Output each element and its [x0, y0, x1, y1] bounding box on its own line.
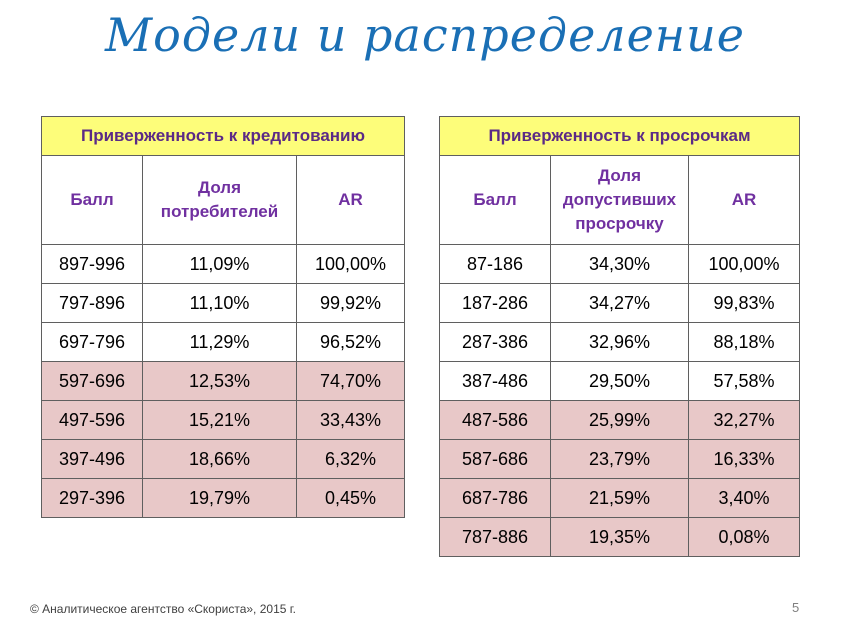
cell-share: 12,53% — [142, 361, 297, 401]
table-group-header: Приверженность к просрочкам — [439, 116, 800, 156]
column-header-share: Доля допустивших просрочку — [550, 155, 689, 245]
table-row: 597-696 12,53% 74,70% — [41, 361, 405, 401]
cell-score: 187-286 — [439, 283, 551, 323]
cell-ar: 32,27% — [688, 400, 800, 440]
column-header-ar: AR — [688, 155, 800, 245]
table-row: 87-186 34,30% 100,00% — [439, 244, 800, 284]
cell-score: 697-796 — [41, 322, 143, 362]
table-row: 687-786 21,59% 3,40% — [439, 478, 800, 518]
cell-ar: 3,40% — [688, 478, 800, 518]
cell-share: 34,30% — [550, 244, 689, 284]
cell-ar: 57,58% — [688, 361, 800, 401]
cell-ar: 16,33% — [688, 439, 800, 479]
cell-score: 387-486 — [439, 361, 551, 401]
cell-share: 11,10% — [142, 283, 297, 323]
table-row: 497-596 15,21% 33,43% — [41, 400, 405, 440]
delinquency-adherence-table: Приверженность к просрочкам Балл Доля до… — [439, 116, 800, 557]
table-row: 787-886 19,35% 0,08% — [439, 517, 800, 557]
cell-share: 34,27% — [550, 283, 689, 323]
table-row: 797-896 11,10% 99,92% — [41, 283, 405, 323]
cell-score: 897-996 — [41, 244, 143, 284]
cell-ar: 99,83% — [688, 283, 800, 323]
table-row: 897-996 11,09% 100,00% — [41, 244, 405, 284]
cell-score: 597-696 — [41, 361, 143, 401]
cell-score: 787-886 — [439, 517, 551, 557]
cell-share: 29,50% — [550, 361, 689, 401]
cell-score: 397-496 — [41, 439, 143, 479]
cell-share: 23,79% — [550, 439, 689, 479]
table-row: 387-486 29,50% 57,58% — [439, 361, 800, 401]
column-header-score: Балл — [439, 155, 551, 245]
page-number: 5 — [792, 600, 800, 615]
cell-ar: 33,43% — [296, 400, 405, 440]
cell-share: 25,99% — [550, 400, 689, 440]
cell-score: 287-386 — [439, 322, 551, 362]
cell-share: 19,79% — [142, 478, 297, 518]
column-header-ar: AR — [296, 155, 405, 245]
cell-share: 19,35% — [550, 517, 689, 557]
cell-share: 11,29% — [142, 322, 297, 362]
cell-score: 87-186 — [439, 244, 551, 284]
table-row: 297-396 19,79% 0,45% — [41, 478, 405, 518]
cell-ar: 0,08% — [688, 517, 800, 557]
column-header-score: Балл — [41, 155, 143, 245]
copyright-footer: © Аналитическое агентство «Скориста», 20… — [30, 602, 296, 616]
cell-ar: 100,00% — [296, 244, 405, 284]
cell-score: 297-396 — [41, 478, 143, 518]
column-header-share: Доля потребителей — [142, 155, 297, 245]
table-row: 287-386 32,96% 88,18% — [439, 322, 800, 362]
table-row: 487-586 25,99% 32,27% — [439, 400, 800, 440]
table-row: 187-286 34,27% 99,83% — [439, 283, 800, 323]
table-group-header: Приверженность к кредитованию — [41, 116, 405, 156]
cell-score: 687-786 — [439, 478, 551, 518]
cell-ar: 6,32% — [296, 439, 405, 479]
slide-title: Модели и распределение — [105, 8, 745, 62]
credit-adherence-table: Приверженность к кредитованию Балл Доля … — [41, 116, 405, 518]
cell-share: 32,96% — [550, 322, 689, 362]
cell-ar: 0,45% — [296, 478, 405, 518]
cell-share: 18,66% — [142, 439, 297, 479]
cell-ar: 100,00% — [688, 244, 800, 284]
cell-score: 797-896 — [41, 283, 143, 323]
table-row: 587-686 23,79% 16,33% — [439, 439, 800, 479]
cell-score: 587-686 — [439, 439, 551, 479]
cell-score: 497-596 — [41, 400, 143, 440]
cell-share: 11,09% — [142, 244, 297, 284]
cell-ar: 96,52% — [296, 322, 405, 362]
cell-ar: 88,18% — [688, 322, 800, 362]
table-row: 697-796 11,29% 96,52% — [41, 322, 405, 362]
cell-ar: 99,92% — [296, 283, 405, 323]
cell-share: 21,59% — [550, 478, 689, 518]
table-row: 397-496 18,66% 6,32% — [41, 439, 405, 479]
cell-score: 487-586 — [439, 400, 551, 440]
cell-share: 15,21% — [142, 400, 297, 440]
cell-ar: 74,70% — [296, 361, 405, 401]
